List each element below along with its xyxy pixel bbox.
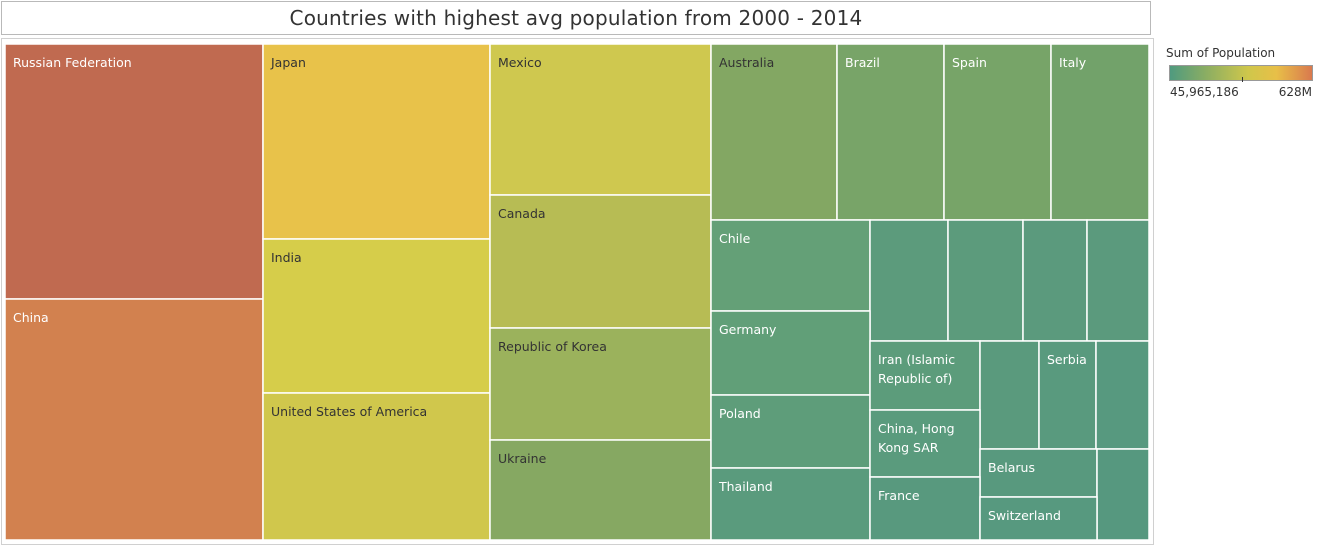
treemap-cell-27[interactable] [1096, 448, 1150, 541]
treemap-label-brazil: Brazil [845, 55, 880, 70]
treemap-label-japan: Japan [270, 55, 306, 70]
treemap-label-poland: Poland [719, 406, 761, 421]
treemap-cell-india[interactable] [262, 238, 491, 394]
treemap-cell-15[interactable] [947, 219, 1024, 342]
treemap-label-canada: Canada [498, 206, 546, 221]
treemap-cell-china-hong-kong-sar[interactable] [869, 409, 981, 478]
treemap-cell-17[interactable] [1086, 219, 1150, 342]
treemap-cell-ukraine[interactable] [489, 439, 712, 541]
treemap-cell-iran-islamic-republic-of[interactable] [869, 340, 981, 411]
treemap: Russian Federation China Japan India United … [4, 43, 1150, 541]
treemap-cell-germany[interactable] [710, 310, 871, 396]
treemap-label-thailand: Thailand [718, 479, 773, 494]
treemap-cell-france[interactable] [869, 476, 981, 541]
treemap-cell-italy[interactable] [1050, 43, 1150, 221]
treemap-label-china-hong-kong-sar: China, Hong Kong SAR [878, 421, 955, 455]
treemap-cell-russian-federation[interactable] [4, 43, 264, 300]
legend-max-label: 628M [1278, 85, 1312, 99]
treemap-label-iran-islamic-republic-of: Iran (Islamic Republic of) [878, 352, 955, 386]
legend-title: Sum of Population [1166, 46, 1276, 60]
treemap-cell-chile[interactable] [710, 219, 871, 312]
legend-tick [1242, 77, 1243, 82]
treemap-cell-24[interactable] [1095, 340, 1150, 450]
treemap-label-france: France [878, 488, 920, 503]
chart-title: Countries with highest avg population fr… [289, 6, 863, 30]
treemap-label-australia: Australia [719, 55, 774, 70]
treemap-cell-16[interactable] [1022, 219, 1088, 342]
treemap-label-republic-of-korea: Republic of Korea [498, 339, 607, 354]
treemap-cell-china[interactable] [4, 298, 264, 541]
treemap-label-russian-federation: Russian Federation [13, 55, 132, 70]
treemap-label-switzerland: Switzerland [988, 508, 1061, 523]
treemap-cell-brazil[interactable] [836, 43, 945, 221]
treemap-cell-thailand[interactable] [710, 467, 871, 541]
treemap-cell-spain[interactable] [943, 43, 1052, 221]
treemap-label-ukraine: Ukraine [498, 451, 547, 466]
treemap-label-germany: Germany [719, 322, 777, 337]
treemap-cell-22[interactable] [979, 340, 1040, 450]
treemap-label-italy: Italy [1059, 55, 1087, 70]
treemap-label-mexico: Mexico [498, 55, 542, 70]
legend-gradient-bar [1169, 65, 1313, 81]
treemap-cell-belarus[interactable] [979, 448, 1098, 498]
treemap-cell-republic-of-korea[interactable] [489, 327, 712, 441]
treemap-label-india: India [271, 250, 302, 265]
treemap-label-belarus: Belarus [988, 460, 1035, 475]
treemap-label-spain: Spain [952, 55, 987, 70]
treemap-label-serbia: Serbia [1047, 352, 1087, 367]
treemap-cell-australia[interactable] [710, 43, 838, 221]
treemap-cell-switzerland[interactable] [979, 496, 1098, 541]
treemap-cell-united-states-of-america[interactable] [262, 392, 491, 541]
legend-min-label: 45,965,186 [1170, 85, 1239, 99]
treemap-cell-japan[interactable] [262, 43, 491, 240]
treemap-cell-serbia[interactable] [1038, 340, 1097, 450]
treemap-cell-14[interactable] [869, 219, 949, 342]
chart-title-box: Countries with highest avg population fr… [1, 1, 1151, 35]
treemap-label-china: China [13, 310, 49, 325]
treemap-label-chile: Chile [719, 231, 751, 246]
color-legend: Sum of Population 45,965,186 628M [1166, 46, 1316, 106]
treemap-label-united-states-of-america: United States of America [271, 404, 427, 419]
